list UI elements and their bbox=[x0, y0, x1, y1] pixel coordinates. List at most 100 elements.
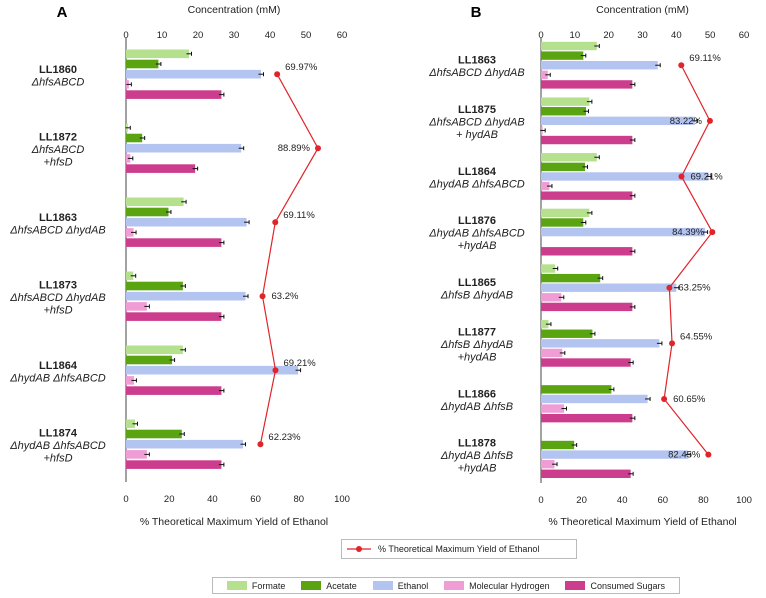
panel-b-bar-ll1864-consumed-sugars bbox=[541, 191, 633, 200]
panel-a-bar-ll1873-ethanol bbox=[126, 291, 246, 301]
panel-b-bar-ll1865-acetate bbox=[541, 273, 601, 283]
panel-b-yield-point-ll1863 bbox=[678, 62, 685, 69]
panel-a-bar-ll1874-consumed-sugars bbox=[126, 460, 222, 469]
panel-b-bar-ll1864-formate bbox=[541, 153, 597, 162]
panel-a-genotype-ll1872-line-2: +hfsD bbox=[43, 157, 72, 169]
panel-a-strain-id-ll1860: LL1860 bbox=[39, 64, 77, 76]
panel-a-top-tick-label: 10 bbox=[157, 30, 168, 41]
panel-a-strain-id-ll1873: LL1873 bbox=[39, 280, 77, 292]
panel-b-top-tick-label: 0 bbox=[538, 30, 543, 41]
panel-a-bottom-tick-label: 40 bbox=[207, 494, 218, 505]
legend-label-acetate: Acetate bbox=[326, 580, 357, 591]
panel-a-yield-label-ll1863: 69.11% bbox=[283, 210, 315, 221]
panel-b-yield-label-ll1877: 64.55% bbox=[680, 331, 713, 342]
panel-b-bar-ll1866-ethanol bbox=[541, 394, 648, 404]
legend-item-acetate: Acetate bbox=[301, 581, 357, 591]
panel-a-bar-ll1864-ethanol bbox=[126, 365, 299, 375]
panel-b-yield-label-ll1866: 60.65% bbox=[673, 394, 706, 405]
legend-item-consumed-sugars: Consumed Sugars bbox=[565, 581, 665, 591]
panel-a-yield-point-ll1873 bbox=[259, 293, 266, 300]
panel-b-bottom-tick-label: 100 bbox=[736, 495, 752, 506]
panel-a-bottom-tick-label: 60 bbox=[250, 494, 261, 505]
panel-b-bottom-tick-label: 60 bbox=[658, 495, 669, 506]
panel-b-bottom-tick-label: 0 bbox=[538, 495, 543, 506]
panel-b-yield-point-ll1877 bbox=[669, 340, 676, 347]
panel-b-bar-ll1878-molecular-hydrogen bbox=[541, 459, 555, 469]
panel-a-yield-line bbox=[259, 73, 319, 445]
panel-b-bar-ll1875-ethanol bbox=[541, 116, 695, 126]
panel-a-bar-ll1864-acetate bbox=[126, 355, 173, 365]
panel-b-top-tick-label: 60 bbox=[739, 30, 750, 41]
panel-a-bar-ll1863-ethanol bbox=[126, 217, 247, 227]
panel-a-strain-id-ll1863: LL1863 bbox=[39, 212, 77, 224]
panel-b-genotype-ll1877-line-2: +hydAB bbox=[458, 351, 497, 363]
panel-b-genotype-ll1875-line-2: + hydAB bbox=[456, 129, 498, 141]
panel-a-bottom-axis-label: % Theoretical Maximum Yield of Ethanol bbox=[140, 516, 328, 528]
panel-a-yield-label-ll1860: 69.97% bbox=[285, 62, 318, 73]
panel-b-bottom-tick-label: 80 bbox=[698, 495, 709, 506]
panel-b-genotype-ll1878-line-1: ΔhydAB ΔhfsB bbox=[440, 450, 513, 462]
panel-b-genotype-ll1863-line-1: ΔhfsABCD ΔhydAB bbox=[428, 67, 524, 79]
panel-b-bar-ll1877-molecular-hydrogen bbox=[541, 348, 563, 358]
panel-b-bar-ll1865-formate bbox=[541, 264, 556, 273]
panel-a-genotype-ll1874-line-2: +hfsD bbox=[43, 453, 72, 465]
panel-b-bottom-tick-label: 20 bbox=[576, 495, 587, 506]
panel-b-bar-ll1875-consumed-sugars bbox=[541, 135, 633, 145]
panel-b-genotype-ll1877-line-1: ΔhfsB ΔhydAB bbox=[440, 339, 513, 351]
series-legend: Formate Acetate Ethanol Molecular Hydrog… bbox=[212, 577, 680, 594]
panel-a-genotype-ll1864-line-1: ΔhydAB ΔhfsABCD bbox=[9, 372, 106, 384]
panel-b-yield-point-ll1864 bbox=[678, 173, 685, 180]
panel-b-top-tick-label: 30 bbox=[637, 30, 648, 41]
panel-a-bar-ll1874-ethanol bbox=[126, 439, 243, 449]
legend-label-formate: Formate bbox=[251, 580, 286, 591]
panel-b-yield-label-ll1864: 69.21% bbox=[690, 171, 723, 182]
panel-label-a: A bbox=[57, 4, 68, 21]
legend-item-molecular-hydrogen: Molecular Hydrogen bbox=[444, 581, 550, 591]
panel-a-bar-ll1874-acetate bbox=[126, 429, 182, 439]
panel-a-bottom-tick-label: 0 bbox=[123, 494, 128, 505]
panel-b-yield-point-ll1865 bbox=[666, 284, 673, 291]
panel-b-yield-label-ll1878: 82.45% bbox=[668, 450, 701, 461]
panel-b-bar-ll1876-acetate bbox=[541, 218, 584, 227]
yield-line-legend: % Theoretical Maximum Yield of Ethanol bbox=[341, 539, 577, 559]
panel-b-bar-ll1876-formate bbox=[541, 208, 590, 218]
panel-a-yield-label-ll1874: 62.23% bbox=[268, 432, 301, 443]
panel-a-bar-ll1864-molecular-hydrogen bbox=[126, 376, 134, 385]
panel-a-yield-point-ll1874 bbox=[257, 441, 264, 448]
panel-a-bar-ll1863-molecular-hydrogen bbox=[126, 228, 134, 237]
panel-a-top-tick-label: 30 bbox=[229, 30, 240, 41]
panel-a-genotype-ll1860-line-1: ΔhfsABCD bbox=[31, 76, 85, 88]
panel-a-bar-ll1872-acetate bbox=[126, 133, 143, 143]
panel-a-bar-ll1863-acetate bbox=[126, 207, 169, 217]
panel-a-yield-label-ll1872: 88.89% bbox=[278, 143, 311, 154]
panel-b-genotype-ll1865-line-1: ΔhfsB ΔhydAB bbox=[440, 290, 513, 302]
panel-b-top-tick-label: 50 bbox=[705, 30, 716, 41]
panel-a-genotype-ll1873-line-2: +hfsD bbox=[43, 305, 72, 317]
panel-a-top-tick-label: 50 bbox=[301, 30, 312, 41]
panel-b-genotype-ll1878-line-2: +hydAB bbox=[458, 463, 497, 475]
panel-a-genotype-ll1872-line-1: ΔhfsABCD bbox=[31, 144, 85, 156]
panel-b-bar-ll1863-acetate bbox=[541, 51, 584, 60]
panel-a-strain-id-ll1864: LL1864 bbox=[39, 360, 78, 372]
panel-b-bar-ll1876-consumed-sugars bbox=[541, 247, 633, 256]
panel-b-yield-label-ll1876: 84.39% bbox=[672, 227, 705, 238]
panel-a-bar-ll1872-ethanol bbox=[126, 143, 242, 153]
panel-a-genotype-ll1863-line-1: ΔhfsABCD ΔhydAB bbox=[9, 224, 105, 236]
panel-b-bar-ll1863-ethanol bbox=[541, 61, 658, 70]
panel-b-bar-ll1864-acetate bbox=[541, 162, 585, 172]
panel-b-genotype-ll1876-line-2: +hydAB bbox=[458, 240, 497, 252]
panel-a-yield-label-ll1873: 63.2% bbox=[272, 291, 299, 302]
panel-b-yield-label-ll1863: 69.11% bbox=[689, 53, 721, 64]
panel-a-bar-ll1873-acetate bbox=[126, 281, 183, 291]
panel-a-bar-ll1873-formate bbox=[126, 271, 134, 281]
panel-a-yield-point-ll1863 bbox=[272, 219, 279, 226]
panel-b-yield-point-ll1876 bbox=[709, 229, 716, 236]
